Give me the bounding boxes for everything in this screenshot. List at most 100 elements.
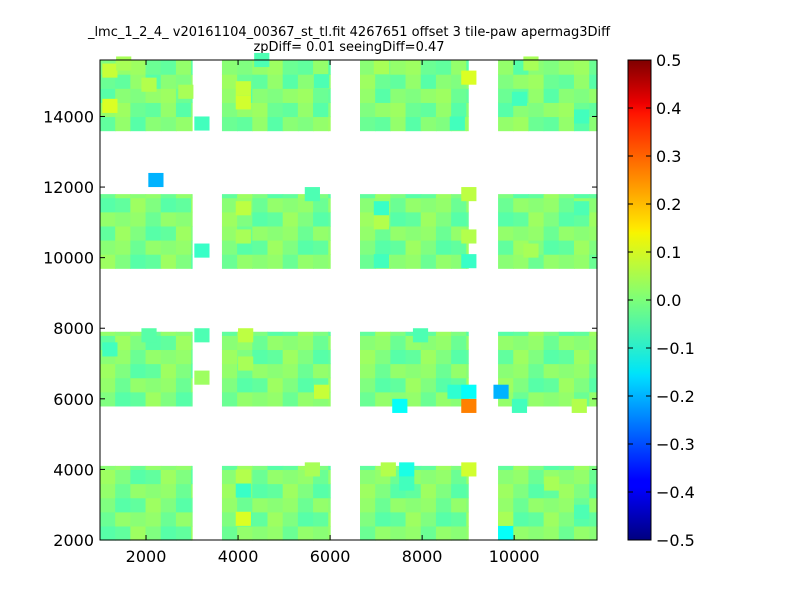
heatmap-cell [221,363,238,379]
heatmap-cell [435,483,452,499]
heatmap-cell [513,74,530,89]
heatmap-cell [375,335,391,351]
heatmap-cell-highlight [511,398,528,413]
heatmap-cell [191,194,193,199]
heatmap-cell [313,197,329,213]
heatmap-cell [130,525,147,541]
heatmap-cell [405,349,422,365]
heatmap-cell [282,525,299,541]
heatmap-cell [543,197,560,213]
heatmap-cell [328,197,331,213]
heatmap-cell [451,363,467,379]
heatmap-cell [328,391,331,407]
heatmap-cell [191,469,193,485]
heatmap-cell-highlight [523,243,539,258]
heatmap-cell [115,335,131,351]
heatmap-cell [420,74,437,89]
heatmap-cell [573,88,590,103]
heatmap-cell [513,116,530,132]
heatmap-cell [513,363,530,379]
heatmap-cell [498,254,514,269]
heatmap-cell [589,349,598,365]
heatmap-cell [297,211,314,227]
heatmap-cell [100,497,116,513]
heatmap-cell [252,349,269,365]
heatmap-cell [221,483,238,499]
heatmap-cell [282,88,299,103]
heatmap-cell [558,483,575,499]
heatmap-cell [252,225,269,241]
heatmap-cell [420,331,437,336]
heatmap-cell [175,102,192,118]
heatmap-cell [558,60,575,75]
heatmap-cell [252,102,269,118]
heatmap-cell [191,391,193,407]
heatmap-cell [543,194,560,199]
heatmap-cell [435,331,452,336]
heatmap-cell [282,483,299,499]
heatmap-cell-highlight [571,398,587,413]
heatmap-cell [267,197,284,213]
heatmap-cell [573,211,590,227]
heatmap-cell [420,225,437,241]
y-axis-ticks: 2000 4000 6000 8000 10000 12000 14000 [43,107,597,550]
heatmap-cell [451,349,467,365]
heatmap-cell [160,391,177,407]
heatmap-cell [328,225,331,241]
heatmap-cell [252,197,269,213]
heatmap-cell [528,225,545,241]
heatmap-cell [145,102,162,118]
heatmap-cell [191,511,193,527]
heatmap-cell [498,483,514,499]
heatmap-cell [191,211,193,227]
heatmap-cell [360,335,376,351]
heatmap-cell [558,194,575,199]
heatmap-cell [160,377,177,393]
heatmap-cell [328,483,331,499]
heatmap-cell [282,465,299,471]
heatmap-cell [360,349,376,365]
heatmap-cell [313,497,329,513]
y-tick-label: 14000 [43,107,94,126]
heatmap-cell [420,391,437,407]
heatmap-cell [267,465,284,471]
heatmap-cell [282,497,299,513]
heatmap-cell [405,525,422,541]
heatmap-cell [160,511,177,527]
heatmap-cell [313,116,329,132]
heatmap-cell [589,197,598,213]
heatmap-cell [360,469,376,485]
heatmap-cell [237,211,253,227]
heatmap-cell [252,469,269,485]
heatmap-cell-highlight [238,328,254,343]
heatmap-cell [543,377,560,393]
heatmap-cell [252,331,269,336]
heatmap-cell [100,211,116,227]
heatmap-cell [375,363,391,379]
heatmap-cell [543,116,560,132]
heatmap-cell [175,469,192,485]
heatmap-cell [375,391,391,407]
heatmap-cell [297,391,314,407]
heatmap-cell [498,197,514,213]
heatmap-cell-highlight [544,476,560,491]
heatmap-cell [435,102,452,118]
heatmap-cell [328,497,331,513]
heatmap-cell [100,225,116,241]
heatmap-cell [191,197,193,213]
heatmap-cell [466,211,469,227]
heatmap-cell [435,349,452,365]
heatmap-cell [589,254,598,269]
heatmap-cell [313,331,329,336]
heatmap-cell [175,197,192,213]
heatmap-cell [543,465,560,471]
heatmap-cell [145,194,162,199]
heatmap-cell-highlight [373,215,389,230]
heatmap-cell [420,511,437,527]
heatmap-cell [145,525,162,541]
heatmap-cell [297,60,314,75]
heatmap-cell [543,225,560,241]
heatmap-cell [435,335,452,351]
heatmap-cell [435,254,452,269]
heatmap-cell [175,331,192,336]
